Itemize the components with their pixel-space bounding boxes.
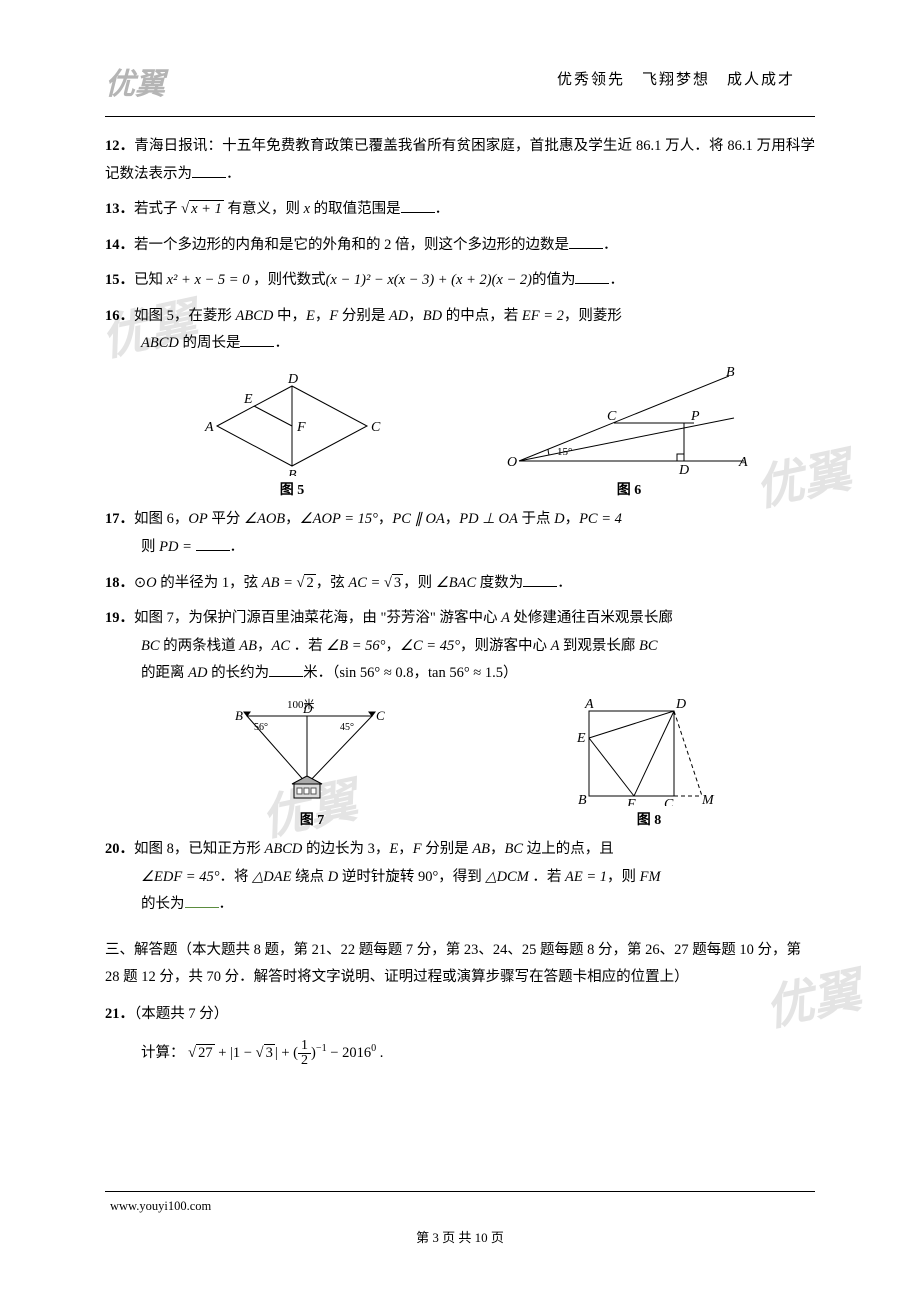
question-19: 19．如图 7，为保护门源百里油菜花海，由 "芬芳浴" 游客中心 A 处修建通往…	[105, 605, 815, 688]
svg-text:E: E	[243, 392, 253, 407]
question-18: 18．⊙O 的半径为 1，弦 AB = √2，弦 AC = √3，则 ∠BAC …	[105, 570, 815, 598]
figure-8: A D B C E F M 图 8	[564, 696, 734, 835]
svg-text:D: D	[287, 372, 298, 387]
svg-text:F: F	[626, 797, 636, 806]
blank	[575, 270, 609, 285]
svg-text:B: B	[288, 468, 297, 476]
q14-text-a: 若一个多边形的内角和是它的外角和的 2 倍，则这个多边形的边数是	[134, 237, 569, 253]
q15-text-a: 已知	[134, 272, 163, 288]
fig8-svg: A D B C E F M	[564, 696, 734, 806]
q13-text-c: 的取值范围是	[314, 201, 401, 217]
fig7-svg: B C D A 100米 56° 45°	[222, 696, 402, 806]
svg-text:M: M	[701, 793, 715, 806]
q12-num: 12．	[105, 138, 134, 154]
svg-text:C: C	[664, 797, 674, 806]
fig6-svg: O B A C P D 15°	[499, 366, 759, 476]
sqrt-expr: √x + 1	[181, 196, 224, 224]
header-rule	[105, 116, 815, 117]
svg-text:B: B	[726, 366, 735, 380]
blank	[569, 234, 603, 249]
question-12: 12．青海日报讯：十五年免费教育政策已覆盖我省所有贫困家庭，首批惠及学生近 86…	[105, 133, 815, 188]
footer-url: www.youyi100.com	[110, 1199, 211, 1214]
svg-text:E: E	[576, 731, 586, 746]
svg-text:45°: 45°	[340, 722, 354, 733]
page-content: 优翼 优秀领先 飞翔梦想 成人成才 12．青海日报讯：十五年免费教育政策已覆盖我…	[0, 0, 920, 1119]
logo: 优翼	[105, 56, 165, 113]
svg-text:O: O	[507, 455, 517, 470]
q15-text-c: 的值为	[532, 272, 576, 288]
question-21-expr: 计算： √27 + |1 − √3| + (12)−1 − 20160 .	[105, 1036, 815, 1071]
fig5-caption: 图 5	[197, 478, 387, 505]
svg-text:P: P	[690, 409, 700, 424]
figures-5-6: A D C B E F 图 5 O	[141, 366, 815, 505]
q12-text-b: ．	[226, 166, 241, 182]
svg-text:A: A	[584, 697, 594, 712]
question-16: 16．如图 5，在菱形 ABCD 中，E，F 分别是 AD，BD 的中点，若 E…	[105, 303, 815, 358]
svg-text:F: F	[296, 420, 306, 435]
svg-text:A: A	[204, 420, 214, 435]
header-slogan: 优秀领先 飞翔梦想 成人成才	[557, 66, 795, 95]
footer-rule	[105, 1191, 815, 1192]
svg-text:A: A	[738, 455, 748, 470]
svg-text:C: C	[607, 409, 617, 424]
svg-text:B: B	[578, 793, 587, 806]
q13-x: x	[300, 201, 314, 217]
page-header: 优翼 优秀领先 飞翔梦想 成人成才	[105, 60, 815, 104]
svg-text:100米: 100米	[287, 698, 315, 711]
question-13: 13．若式子 √x + 1 有意义，则 x 的取值范围是 ．	[105, 196, 815, 224]
question-20: 20．如图 8，已知正方形 ABCD 的边长为 3，E，F 分别是 AB，BC …	[105, 836, 815, 919]
figure-7: B C D A 100米 56° 45° 图 7	[222, 696, 402, 835]
question-15: 15．已知 x² + x − 5 = 0 ，则代数式(x − 1)² − x(x…	[105, 267, 815, 295]
blank	[240, 333, 274, 348]
question-14: 14．若一个多边形的内角和是它的外角和的 2 倍，则这个多边形的边数是 ．	[105, 232, 815, 260]
svg-text:C: C	[371, 420, 381, 435]
q15-expr1: x² + x − 5 = 0	[163, 272, 253, 288]
figure-6: O B A C P D 15° 图 6	[499, 366, 759, 505]
q15-num: 15．	[105, 272, 134, 288]
svg-text:C: C	[376, 708, 385, 723]
figures-7-8: B C D A 100米 56° 45° 图 7	[141, 696, 815, 835]
page-number: 第 3 页 共 10 页	[0, 1227, 920, 1246]
fig6-caption: 图 6	[499, 478, 759, 505]
fig5-svg: A D C B E F	[197, 371, 387, 476]
q15-expr2: (x − 1)² − x(x − 3) + (x + 2)(x − 2)	[326, 272, 532, 288]
question-17: 17．如图 6，OP 平分 ∠AOB，∠AOP = 15°，PC ∥ OA，PD…	[105, 506, 815, 561]
q14-text-b: ．	[603, 237, 618, 253]
svg-text:D: D	[678, 463, 689, 476]
q16-num: 16．	[105, 308, 134, 324]
q15-text-b: ，则代数式	[253, 272, 326, 288]
section-3-title: 三、解答题（本大题共 8 题，第 21、22 题每题 7 分，第 23、24、2…	[105, 937, 815, 991]
question-21: 21．（本题共 7 分）	[105, 1001, 815, 1029]
q13-text-d: ．	[435, 201, 450, 217]
svg-text:D: D	[675, 697, 686, 712]
q13-text-a: 若式子	[134, 201, 178, 217]
blank	[185, 894, 219, 909]
blank	[523, 572, 557, 587]
fig8-caption: 图 8	[564, 808, 734, 835]
blank	[269, 663, 303, 678]
q16-a: 如图 5，在菱形	[134, 308, 232, 324]
blank	[192, 163, 226, 178]
svg-text:56°: 56°	[254, 722, 268, 733]
q13-num: 13．	[105, 201, 134, 217]
svg-text:15°: 15°	[557, 446, 572, 458]
blank	[196, 536, 230, 551]
q14-num: 14．	[105, 237, 134, 253]
figure-5: A D C B E F 图 5	[197, 371, 387, 505]
fig7-caption: 图 7	[222, 808, 402, 835]
q15-text-d: ．	[609, 272, 624, 288]
blank	[401, 199, 435, 214]
svg-text:B: B	[235, 708, 243, 723]
q13-text-b: 有意义，则	[227, 201, 300, 217]
